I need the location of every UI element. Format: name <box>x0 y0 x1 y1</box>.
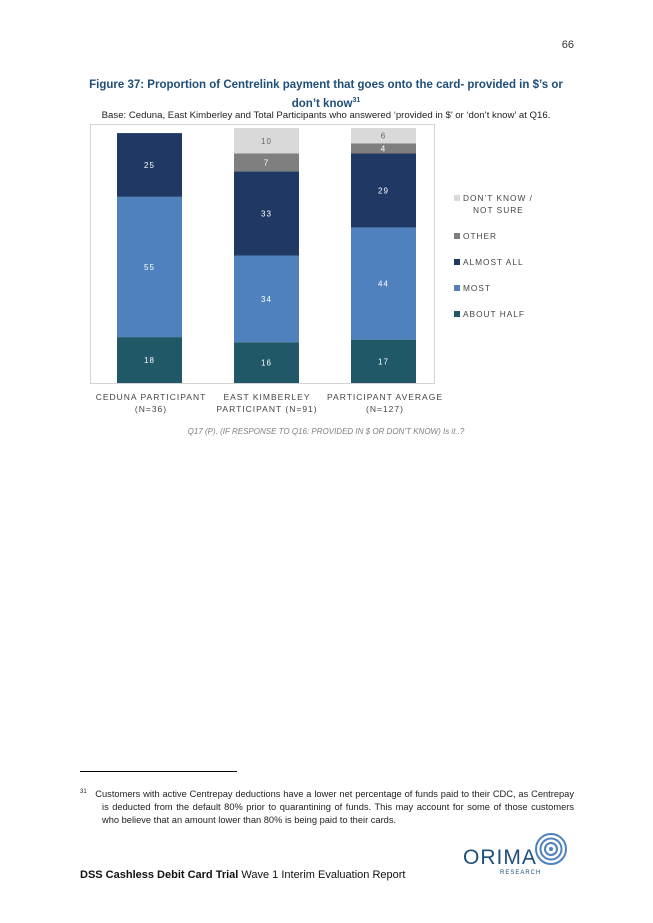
chart-question-note: Q17 (P). (IF RESPONSE TO Q16: PROVIDED I… <box>187 427 465 436</box>
data-label: 7 <box>264 158 269 167</box>
legend-item-most: MOST <box>454 282 533 294</box>
bar-segment-almost-all <box>351 153 416 228</box>
bar-segment-about-half <box>351 339 416 383</box>
bar-segment-don-t-know-not-sure <box>234 128 299 154</box>
bar-segment-about-half <box>234 342 299 383</box>
page-footer: DSS Cashless Debit Card Trial Wave 1 Int… <box>80 869 405 881</box>
legend-label: OTHER <box>463 231 498 241</box>
bar-segment-other <box>234 153 299 172</box>
bar-segment-almost-all <box>234 171 299 256</box>
bar-segment-most <box>234 255 299 343</box>
figure-title: Figure 37: Proportion of Centrelink paym… <box>80 78 572 112</box>
x-label-east-kimberley: EAST KIMBERLEY PARTICIPANT (N=91) <box>208 391 326 415</box>
bar-segment-almost-all <box>117 133 182 197</box>
legend-swatch <box>454 233 460 239</box>
logo-subtext: RESEARCH <box>500 870 542 876</box>
bar-segment-about-half <box>117 337 182 383</box>
data-label: 18 <box>144 356 155 365</box>
legend-swatch <box>454 285 460 291</box>
legend-swatch <box>454 195 460 201</box>
legend-label: ALMOST ALL <box>463 257 524 267</box>
legend-item-other: OTHER <box>454 230 533 242</box>
footnote-reference: 31 <box>352 97 361 104</box>
data-label: 25 <box>144 161 155 170</box>
legend-label: ABOUT HALF <box>463 309 525 319</box>
orima-logo: ORIMA RESEARCH <box>463 832 568 882</box>
logo-wordmark: ORIMA <box>463 846 537 869</box>
legend-item-almost-all: ALMOST ALL <box>454 256 533 268</box>
bar-segment-other <box>351 143 416 154</box>
x-label-line: PARTICIPANT (N=91) <box>216 404 318 414</box>
legend-item-about-half: ABOUT HALF <box>454 308 533 320</box>
footer-report-subtitle: Wave 1 Interim Evaluation Report <box>238 869 406 881</box>
footnote-marker: 31 <box>80 789 87 795</box>
legend-swatch <box>454 259 460 265</box>
logo-circles-icon <box>535 833 567 865</box>
data-label: 29 <box>378 186 389 195</box>
data-label: 34 <box>261 295 272 304</box>
footer-report-name: DSS Cashless Debit Card Trial <box>80 869 239 881</box>
x-label-line: EAST KIMBERLEY <box>223 392 311 402</box>
chart-frame <box>90 124 435 384</box>
legend-label: MOST <box>463 283 491 293</box>
footnote-separator <box>80 771 237 772</box>
data-label: 44 <box>378 280 389 289</box>
data-label: 17 <box>378 357 389 366</box>
legend-item-don-t-know-not-sure: DON’T KNOW / NOT SURE <box>454 192 533 216</box>
data-label: 10 <box>261 137 272 146</box>
chart-legend: DON’T KNOW / NOT SURE OTHER ALMOST ALL MOST A… <box>454 192 533 334</box>
bar-segment-most <box>351 227 416 340</box>
legend-label: DON’T KNOW / NOT SURE <box>463 193 533 215</box>
data-label: 6 <box>381 132 386 141</box>
x-label-ceduna: CEDUNA PARTICIPANT (N=36) <box>92 391 210 415</box>
bar-segment-don-t-know-not-sure <box>351 128 416 144</box>
figure-title-text: Figure 37: Proportion of Centrelink paym… <box>89 79 563 110</box>
data-label: 33 <box>261 209 272 218</box>
data-label: 4 <box>381 144 386 153</box>
stacked-bar-chart: 18 55 25 16 34 33 7 10 17 44 29 4 6 <box>117 128 416 383</box>
x-label-line: (N=127) <box>366 404 404 414</box>
x-label-line: (N=36) <box>134 404 168 414</box>
data-label: 55 <box>144 263 155 272</box>
page-number: 66 <box>561 39 574 51</box>
x-label-line: PARTICIPANT AVERAGE <box>327 392 443 402</box>
footnote-text: Customers with active Centrepay deductio… <box>95 789 574 826</box>
footnote: 31 Customers with active Centrepay deduc… <box>80 786 574 827</box>
x-label-line: CEDUNA PARTICIPANT <box>95 392 207 402</box>
x-label-participant-average: PARTICIPANT AVERAGE (N=127) <box>323 391 447 415</box>
legend-swatch <box>454 311 460 317</box>
data-label: 16 <box>261 359 272 368</box>
bar-segment-most <box>117 196 182 338</box>
figure-base-note: Base: Ceduna, East Kimberley and Total P… <box>101 110 551 121</box>
